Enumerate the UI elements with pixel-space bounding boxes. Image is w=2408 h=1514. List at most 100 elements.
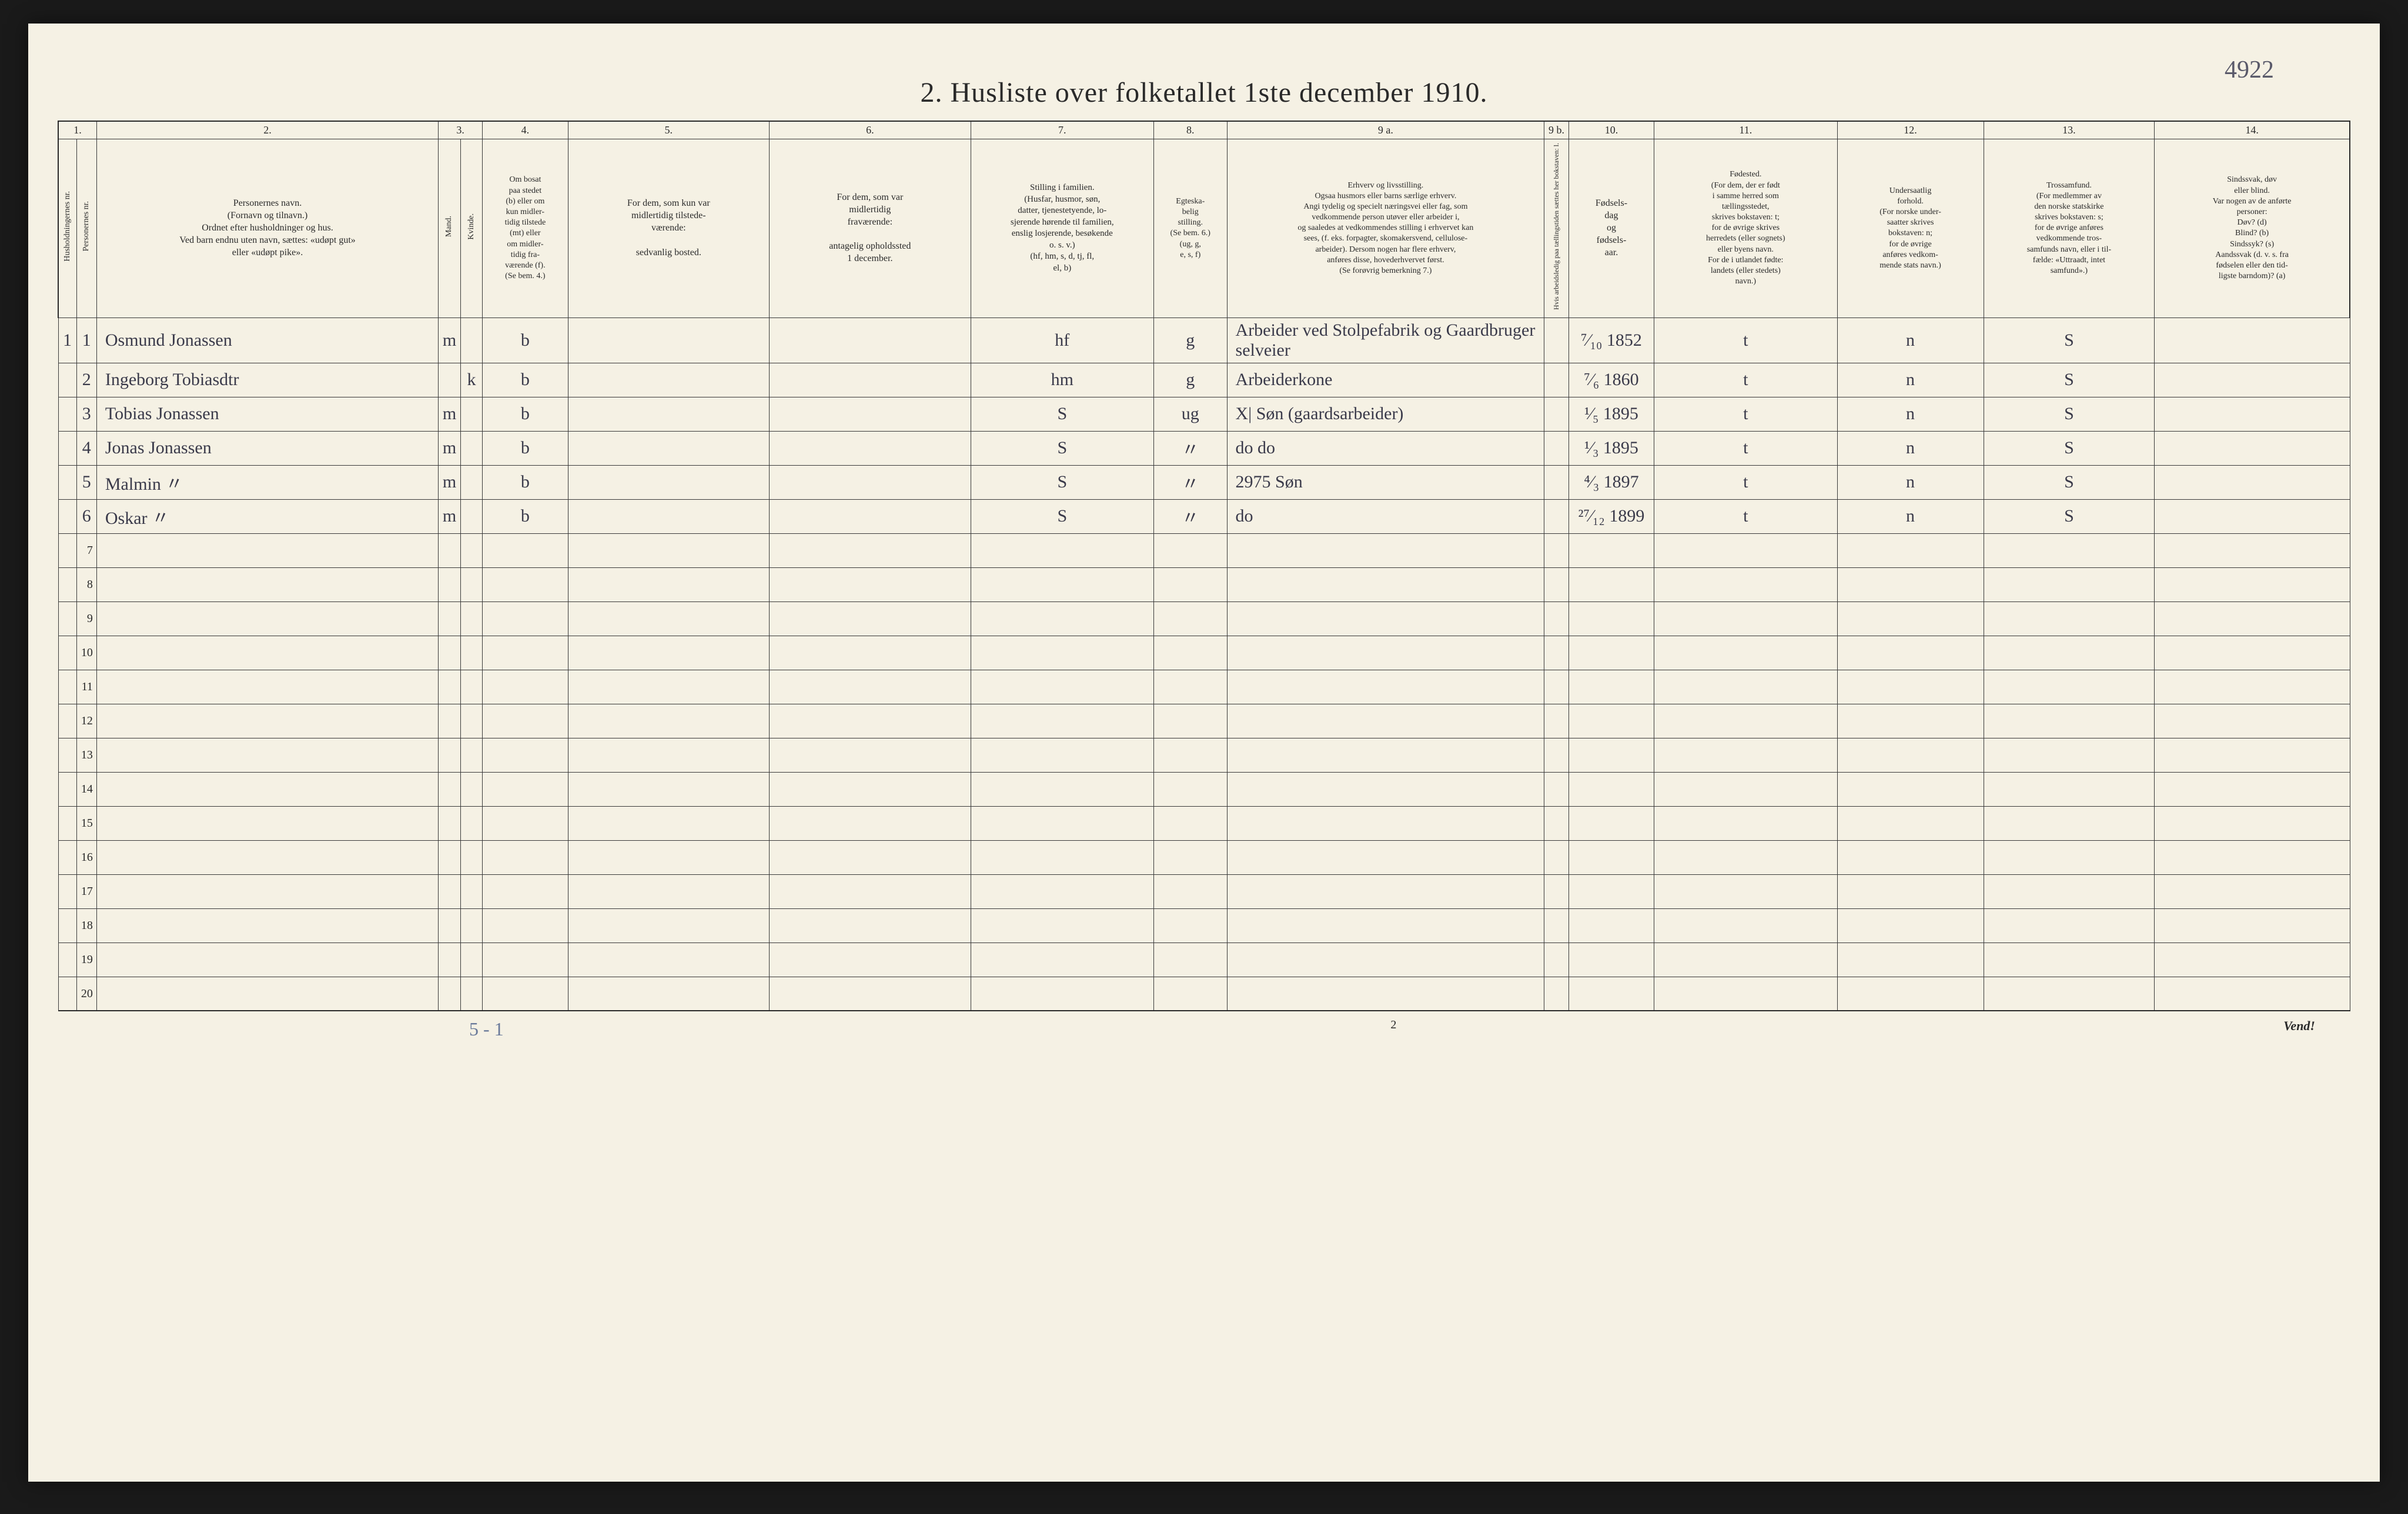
cell-family-position [971, 943, 1153, 977]
cell-family-position: hm [971, 363, 1153, 397]
col-num-9b: 9 b. [1544, 121, 1569, 139]
cell-residence [483, 908, 568, 943]
cell-family-position [971, 908, 1153, 943]
cell-disability [2155, 874, 2350, 908]
cell-name [96, 908, 438, 943]
table-row: 14 [58, 772, 2350, 806]
cell-family-position [971, 806, 1153, 840]
cell-sex-m [439, 806, 461, 840]
cell-occupation [1227, 772, 1544, 806]
table-row: 3 Tobias Jonassen m b S ug X| Søn (gaard… [58, 397, 2350, 431]
cell-religion [1984, 601, 2155, 636]
table-row: 19 [58, 943, 2350, 977]
footer: 5 - 1 2 Vend! [58, 1018, 2350, 1040]
cell-occupation [1227, 567, 1544, 601]
cell-sex-k [460, 943, 482, 977]
cell-marital [1153, 772, 1227, 806]
cell-family-position: S [971, 499, 1153, 533]
cell-occupation [1227, 636, 1544, 670]
header-sex-m: Mand. [439, 139, 461, 318]
cell-marital [1153, 874, 1227, 908]
cell-family-position [971, 567, 1153, 601]
table-row: 6 Oskar 〃 m b S 〃 do ²⁷⁄₁₂ 1899 t n S [58, 499, 2350, 533]
header-unemployed: Hvis arbeidsledig paa tællingstiden sætt… [1544, 139, 1569, 318]
table-row: 7 [58, 533, 2350, 567]
header-person-num: Personernes nr. [76, 139, 96, 318]
table-row: 15 [58, 806, 2350, 840]
cell-birthplace [1654, 704, 1837, 738]
cell-unemployed [1544, 465, 1569, 499]
table-row: 8 [58, 567, 2350, 601]
cell-birthplace: t [1654, 363, 1837, 397]
cell-disability [2155, 317, 2350, 363]
cell-temp-present [568, 670, 770, 704]
cell-nationality [1837, 943, 1984, 977]
cell-person-num: 12 [76, 704, 96, 738]
col-num-5: 5. [568, 121, 770, 139]
cell-temp-absent [770, 431, 971, 465]
cell-unemployed [1544, 670, 1569, 704]
cell-temp-absent [770, 397, 971, 431]
cell-sex-m [439, 670, 461, 704]
cell-nationality: n [1837, 363, 1984, 397]
cell-family-position [971, 977, 1153, 1011]
col-num-6: 6. [770, 121, 971, 139]
header-temp-absent: For dem, som var midlertidig fraværende:… [770, 139, 971, 318]
cell-religion [1984, 738, 2155, 772]
cell-name: Jonas Jonassen [96, 431, 438, 465]
cell-occupation [1227, 601, 1544, 636]
cell-birthplace [1654, 636, 1837, 670]
cell-family-position [971, 704, 1153, 738]
cell-temp-absent [770, 670, 971, 704]
cell-occupation [1227, 943, 1544, 977]
cell-residence [483, 670, 568, 704]
cell-disability [2155, 363, 2350, 397]
cell-name [96, 738, 438, 772]
cell-name [96, 567, 438, 601]
cell-sex-m: m [439, 397, 461, 431]
cell-residence [483, 636, 568, 670]
page-number-handwritten: 4922 [2225, 56, 2274, 84]
cell-sex-k [460, 567, 482, 601]
cell-household-num [58, 874, 76, 908]
cell-nationality [1837, 738, 1984, 772]
cell-residence: b [483, 363, 568, 397]
cell-nationality [1837, 567, 1984, 601]
cell-disability [2155, 431, 2350, 465]
cell-household-num [58, 840, 76, 874]
header-residence: Om bosat paa stedet (b) eller om kun mid… [483, 139, 568, 318]
cell-sex-k [460, 670, 482, 704]
cell-person-num: 3 [76, 397, 96, 431]
cell-household-num [58, 465, 76, 499]
header-marital: Egteska- belig stilling. (Se bem. 6.) (u… [1153, 139, 1227, 318]
cell-sex-m: m [439, 499, 461, 533]
cell-disability [2155, 806, 2350, 840]
cell-marital [1153, 908, 1227, 943]
cell-occupation [1227, 874, 1544, 908]
cell-birthplace [1654, 738, 1837, 772]
cell-birthplace [1654, 806, 1837, 840]
cell-birthplace: t [1654, 397, 1837, 431]
cell-marital: ug [1153, 397, 1227, 431]
cell-unemployed [1544, 738, 1569, 772]
cell-unemployed [1544, 704, 1569, 738]
col-num-11: 11. [1654, 121, 1837, 139]
cell-nationality: n [1837, 431, 1984, 465]
cell-nationality [1837, 533, 1984, 567]
cell-unemployed [1544, 636, 1569, 670]
cell-person-num: 7 [76, 533, 96, 567]
cell-household-num [58, 772, 76, 806]
cell-household-num [58, 806, 76, 840]
cell-occupation: do [1227, 499, 1544, 533]
cell-birthdate [1568, 533, 1654, 567]
cell-birthplace [1654, 977, 1837, 1011]
cell-household-num [58, 943, 76, 977]
cell-religion [1984, 533, 2155, 567]
cell-disability [2155, 977, 2350, 1011]
header-nationality: Undersaatlig forhold. (For norske under-… [1837, 139, 1984, 318]
cell-sex-k: k [460, 363, 482, 397]
cell-marital [1153, 601, 1227, 636]
cell-birthdate [1568, 601, 1654, 636]
cell-sex-m [439, 601, 461, 636]
col-num-14: 14. [2155, 121, 2350, 139]
